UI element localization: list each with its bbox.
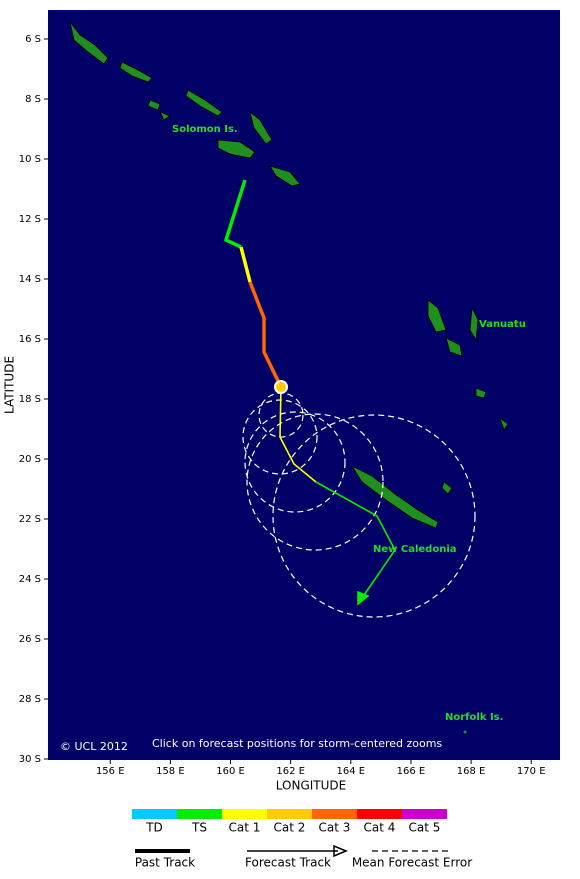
y-tick-label: 20 S — [19, 454, 41, 465]
y-tick-label: 6 S — [25, 34, 41, 45]
islands — [69, 21, 509, 734]
x-axis-label: LONGITUDE — [276, 779, 346, 793]
category-swatch — [222, 809, 267, 819]
current-position[interactable] — [274, 380, 288, 394]
x-tick-label: 162 E — [276, 766, 305, 777]
y-tick-label: 8 S — [25, 94, 41, 105]
x-tick-label: 170 E — [517, 766, 546, 777]
category-label: Cat 2 — [274, 821, 306, 835]
place-label: Norfolk Is. — [445, 712, 503, 723]
category-swatch — [177, 809, 222, 819]
y-tick-label: 30 S — [19, 754, 41, 765]
category-label: Cat 1 — [229, 821, 261, 835]
x-tick-label: 156 E — [96, 766, 125, 777]
x-tick-label: 158 E — [156, 766, 185, 777]
category-label: Cat 5 — [409, 821, 441, 835]
x-tick-label: 164 E — [337, 766, 366, 777]
past-track — [224, 179, 283, 388]
y-tick-label: 28 S — [19, 694, 41, 705]
place-label: Solomon Is. — [172, 124, 238, 135]
y-tick-label: 26 S — [19, 634, 41, 645]
category-label: Cat 3 — [319, 821, 351, 835]
category-swatch — [357, 809, 402, 819]
legend-label: Mean Forecast Error — [352, 856, 472, 870]
category-legend: TD TS Cat 1 Cat 2 Cat 3 Cat 4 Cat 5 — [132, 809, 447, 835]
category-label: TD — [145, 821, 163, 835]
y-tick-label: 18 S — [19, 394, 41, 405]
category-swatch — [312, 809, 357, 819]
y-tick-label: 22 S — [19, 514, 41, 525]
category-label: TS — [191, 821, 207, 835]
y-axis-label: LATITUDE — [3, 356, 17, 414]
hint: Click on forecast positions for storm-ce… — [152, 737, 442, 750]
x-tick-label: 168 E — [457, 766, 486, 777]
y-tick-label: 24 S — [19, 574, 41, 585]
category-swatch — [132, 809, 177, 819]
forecast-arrow — [333, 844, 348, 858]
y-tick-label: 14 S — [19, 274, 41, 285]
legend-label: Past Track — [135, 856, 195, 870]
category-swatch — [402, 809, 447, 819]
y-tick-label: 16 S — [19, 334, 41, 345]
place-label: Vanuatu — [479, 319, 526, 330]
category-swatch — [267, 809, 312, 819]
place-label: New Caledonia — [373, 544, 457, 555]
forecast-track — [279, 386, 396, 606]
y-tick-label: 12 S — [19, 214, 41, 225]
legend-label: Forecast Track — [245, 856, 331, 870]
copyright: © UCL 2012 — [60, 740, 128, 753]
y-tick-label: 10 S — [19, 154, 41, 165]
x-tick-label: 166 E — [397, 766, 426, 777]
x-tick-label: 160 E — [216, 766, 245, 777]
map-background — [48, 10, 560, 760]
category-label: Cat 4 — [364, 821, 396, 835]
